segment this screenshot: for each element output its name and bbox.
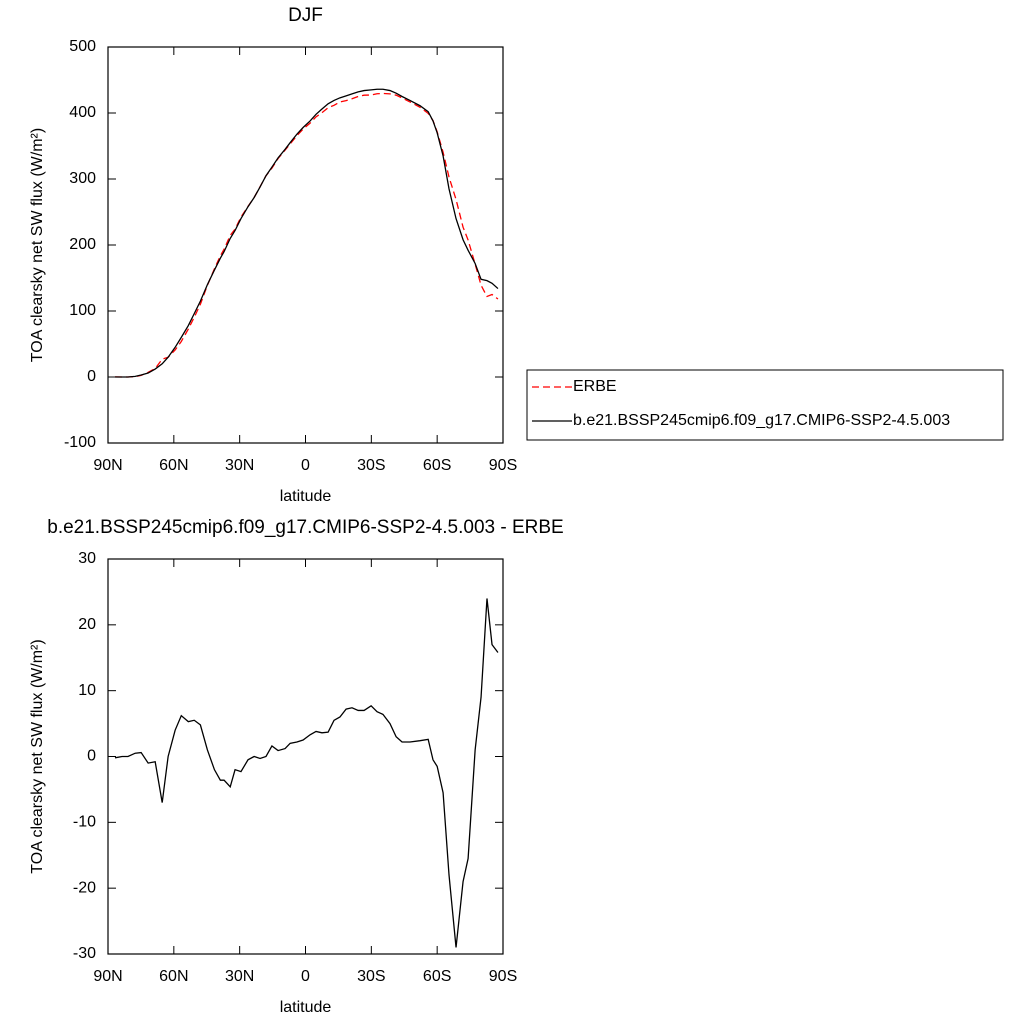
data-line bbox=[114, 598, 499, 948]
x-tick-label: 60S bbox=[423, 968, 451, 985]
x-tick-label: 30S bbox=[357, 968, 385, 985]
y-tick-label: 300 bbox=[69, 170, 96, 187]
x-tick-label: 60S bbox=[423, 457, 451, 474]
y-tick-label: -10 bbox=[73, 814, 96, 831]
x-tick-label: 60N bbox=[159, 457, 188, 474]
x-tick-label: 90N bbox=[93, 968, 122, 985]
plot-frame bbox=[107, 46, 504, 444]
legend-label: ERBE bbox=[573, 378, 617, 395]
data-line bbox=[115, 88, 499, 378]
y-tick-label: 200 bbox=[69, 236, 96, 253]
chart-title: b.e21.BSSP245cmip6.f09_g17.CMIP6-SSP2-4.… bbox=[47, 517, 563, 538]
y-tick-label: 0 bbox=[87, 748, 96, 765]
chart-title: DJF bbox=[288, 5, 323, 26]
y-tick-label: -20 bbox=[73, 879, 96, 896]
y-tick-label: 30 bbox=[78, 550, 96, 567]
data-line bbox=[115, 92, 499, 378]
x-tick-label: 30N bbox=[225, 968, 254, 985]
x-tick-label: 0 bbox=[301, 968, 310, 985]
x-axis-label: latitude bbox=[280, 488, 332, 505]
legend-label: b.e21.BSSP245cmip6.f09_g17.CMIP6-SSP2-4.… bbox=[573, 412, 950, 429]
x-tick-label: 30N bbox=[225, 457, 254, 474]
x-tick-label: 90N bbox=[93, 457, 122, 474]
y-axis-label: TOA clearsky net SW flux (W/m²) bbox=[29, 128, 46, 362]
x-tick-label: 60N bbox=[159, 968, 188, 985]
y-tick-label: 500 bbox=[69, 38, 96, 55]
y-tick-label: -100 bbox=[64, 434, 96, 451]
y-axis-label: TOA clearsky net SW flux (W/m²) bbox=[29, 639, 46, 873]
y-tick-label: 100 bbox=[69, 302, 96, 319]
x-tick-label: 90S bbox=[489, 457, 517, 474]
x-axis-label: latitude bbox=[280, 999, 332, 1016]
x-tick-label: 30S bbox=[357, 457, 385, 474]
y-tick-label: 10 bbox=[78, 682, 96, 699]
y-tick-label: 400 bbox=[69, 104, 96, 121]
x-tick-label: 90S bbox=[489, 968, 517, 985]
y-tick-label: 20 bbox=[78, 616, 96, 633]
plot-frame bbox=[107, 558, 504, 955]
legend-box bbox=[526, 369, 1004, 441]
x-tick-label: 0 bbox=[301, 457, 310, 474]
y-tick-label: 0 bbox=[87, 368, 96, 385]
y-tick-label: -30 bbox=[73, 945, 96, 962]
